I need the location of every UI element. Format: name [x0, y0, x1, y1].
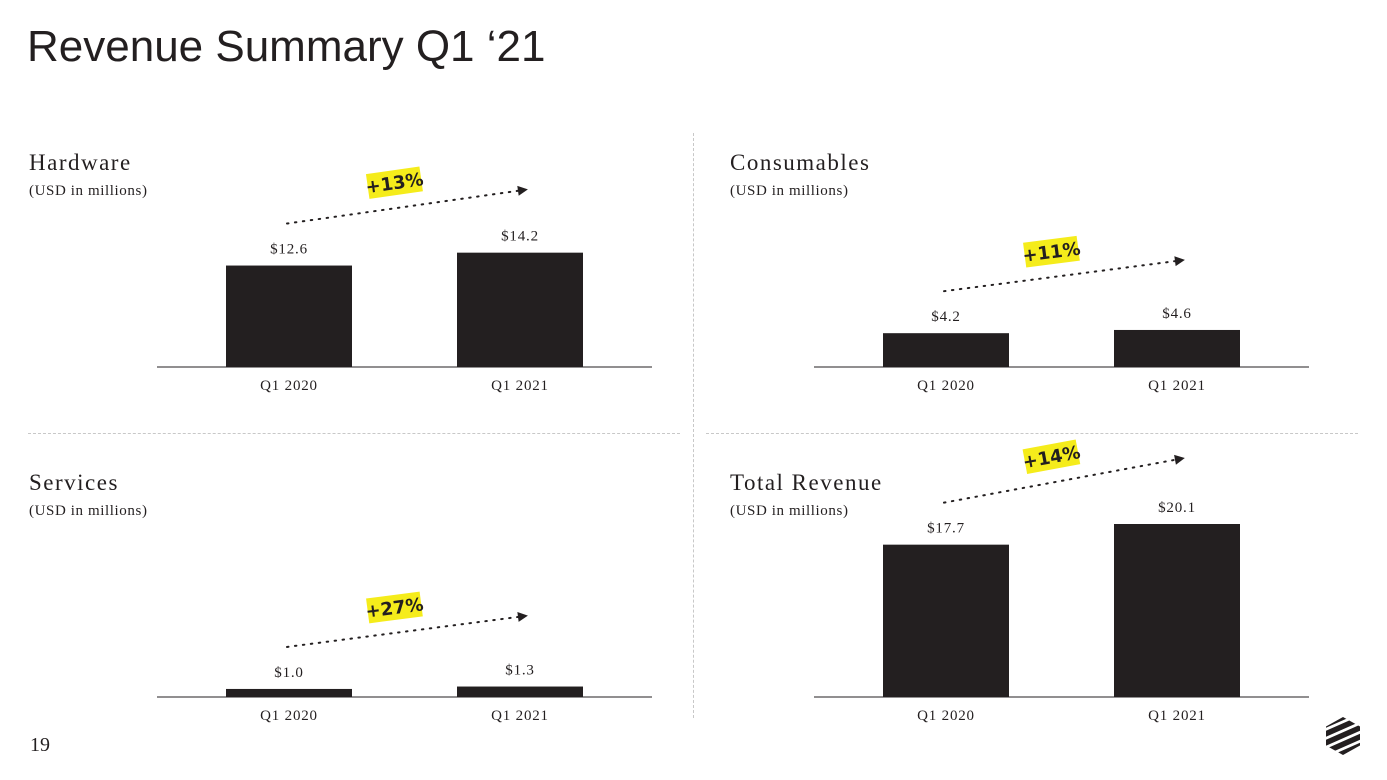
vertical-divider — [693, 133, 694, 718]
value-label: $1.3 — [505, 663, 534, 679]
panel-subtitle: (USD in millions) — [730, 183, 849, 199]
slide-title: Revenue Summary Q1 ‘21 — [27, 22, 546, 71]
panel-title: Total Revenue — [730, 470, 883, 495]
panel-subtitle: (USD in millions) — [29, 503, 148, 519]
consumables-panel: Consumables (USD in millions) — [701, 0, 1387, 320]
horizontal-divider-left — [28, 433, 680, 434]
page-number: 19 — [30, 734, 50, 756]
x-tick-label: Q1 2021 — [491, 708, 549, 724]
total-revenue-panel: Total Revenue (USD in millions) — [701, 320, 1387, 640]
horizontal-divider-right — [706, 433, 1358, 434]
x-tick-label: Q1 2020 — [917, 708, 975, 724]
x-tick-label: Q1 2020 — [260, 708, 318, 724]
value-label: $1.0 — [274, 665, 303, 681]
panel-title: Consumables — [730, 150, 871, 175]
bar-q1-2021 — [457, 686, 583, 697]
services-panel: Services (USD in millions) — [0, 320, 693, 640]
panel-title: Services — [29, 470, 119, 495]
panel-title: Hardware — [29, 150, 132, 175]
hardware-panel: Hardware (USD in millions) — [0, 0, 693, 320]
panel-subtitle: (USD in millions) — [29, 183, 148, 199]
company-logo-icon — [1326, 717, 1360, 755]
panel-subtitle: (USD in millions) — [730, 503, 849, 519]
x-tick-label: Q1 2021 — [1148, 708, 1206, 724]
bar-q1-2020 — [226, 688, 352, 697]
